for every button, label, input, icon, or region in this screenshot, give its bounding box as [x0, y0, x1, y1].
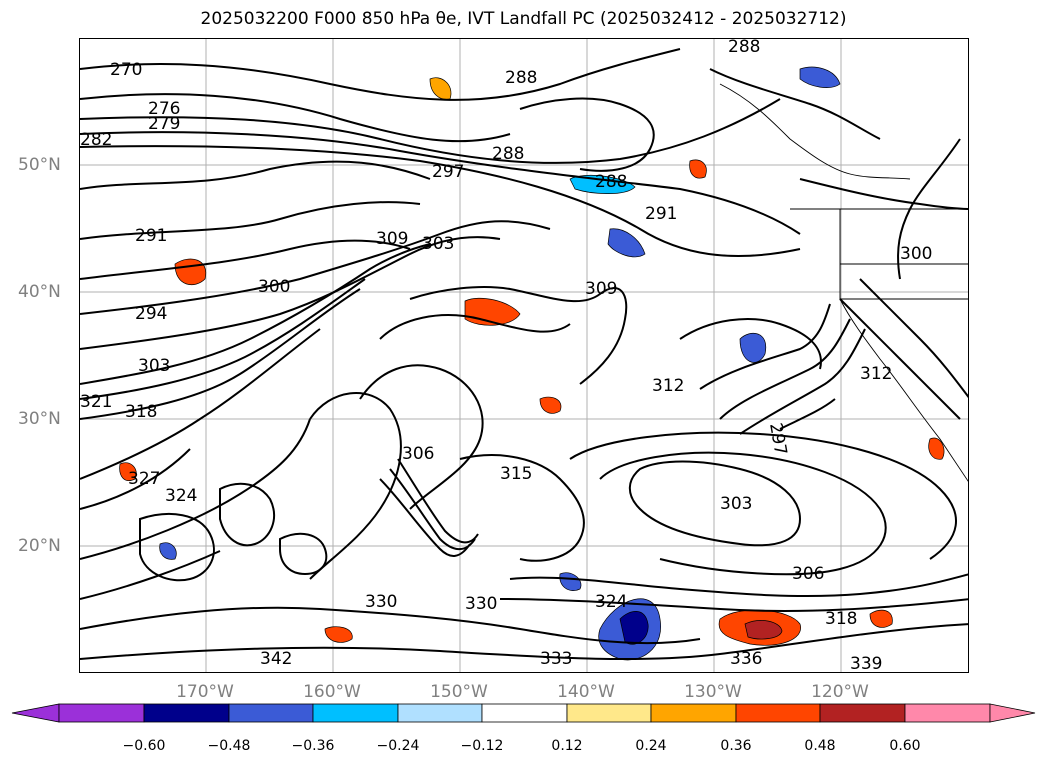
contour-label: 324 — [595, 592, 627, 612]
lon-label-170w: 170°W — [176, 682, 234, 702]
contour-label: 315 — [500, 464, 532, 484]
contour-label: 288 — [595, 172, 627, 192]
colorbar-extend-low — [11, 703, 60, 723]
map-panel: 270 276 279 282 288 288 288 288 291 291 … — [79, 38, 969, 673]
colorbar-tick: 0.12 — [551, 738, 583, 754]
contour-label: 330 — [365, 592, 397, 612]
contour-label: 288 — [492, 144, 524, 164]
colorbar-bin — [397, 703, 483, 723]
contour-label: 303 — [422, 234, 454, 254]
contour-label: 297 — [432, 162, 464, 182]
lon-label-140w: 140°W — [557, 682, 615, 702]
colorbar-tick: −0.24 — [376, 738, 420, 754]
contour-label: 336 — [730, 649, 762, 669]
contour-label-group: 270 276 279 282 288 288 288 288 291 291 … — [80, 39, 932, 673]
lat-label-20n: 20°N — [18, 536, 61, 556]
contour-label: 309 — [376, 229, 408, 249]
colorbar-tick: 0.36 — [720, 738, 752, 754]
coastline — [719, 83, 968, 482]
colorbar-bin — [143, 703, 230, 723]
theta-e-contours — [80, 48, 968, 661]
lon-label-120w: 120°W — [811, 682, 869, 702]
contour-label: 312 — [860, 364, 892, 384]
colorbar-tick: 0.24 — [635, 738, 667, 754]
lat-label-40n: 40°N — [18, 282, 61, 302]
contour-label: 321 — [80, 392, 112, 412]
colorbar-tick: 0.60 — [889, 738, 921, 754]
contour-label: 324 — [165, 486, 197, 506]
lat-label-50n: 50°N — [18, 155, 61, 175]
contour-label: 306 — [792, 564, 824, 584]
colorbar-bin — [735, 703, 821, 723]
colorbar-extend-high — [989, 703, 1036, 723]
contour-label: 300 — [900, 244, 932, 264]
colorbar-bin — [904, 703, 991, 723]
contour-label: 312 — [652, 376, 684, 396]
contour-label: 291 — [135, 226, 167, 246]
colorbar-bin — [819, 703, 906, 723]
colorbar-bin — [650, 703, 737, 723]
colorbar-bin — [58, 703, 145, 723]
contour-label: 300 — [258, 277, 290, 297]
contour-label: 309 — [585, 279, 617, 299]
lon-label-150w: 150°W — [430, 682, 488, 702]
contour-label: 303 — [138, 356, 170, 376]
contour-label: 288 — [728, 39, 760, 57]
contour-label: 270 — [110, 60, 142, 80]
contour-label: 327 — [128, 469, 160, 489]
contour-label: 288 — [505, 68, 537, 88]
colorbar-tick: −0.60 — [122, 738, 166, 754]
colorbar-bin — [566, 703, 652, 723]
contour-label: 339 — [850, 654, 882, 673]
contour-label: 318 — [825, 609, 857, 629]
contour-label: 303 — [720, 494, 752, 514]
colorbar-bin — [312, 703, 399, 723]
map-canvas: 270 276 279 282 288 288 288 288 291 291 … — [80, 39, 968, 673]
map-title: 2025032200 F000 850 hPa θe, IVT Landfall… — [200, 9, 847, 29]
colorbar — [11, 703, 1036, 723]
contour-label: 279 — [148, 114, 180, 134]
contour-label: 291 — [645, 204, 677, 224]
contour-label: 330 — [465, 594, 497, 614]
lat-label-30n: 30°N — [18, 409, 61, 429]
colorbar-bin — [481, 703, 568, 723]
contour-label: 297 — [765, 421, 790, 456]
colorbar-tick: 0.48 — [804, 738, 836, 754]
colorbar-bin — [228, 703, 314, 723]
contour-label: 294 — [135, 304, 167, 324]
colorbar-tick: −0.36 — [291, 738, 335, 754]
lon-label-160w: 160°W — [303, 682, 361, 702]
colorbar-tick: −0.12 — [460, 738, 504, 754]
contour-label: 282 — [80, 130, 112, 150]
colorbar-tick: −0.48 — [207, 738, 251, 754]
contour-label: 318 — [125, 402, 157, 422]
contour-label: 333 — [540, 649, 572, 669]
contour-label: 306 — [402, 444, 434, 464]
contour-label: 342 — [260, 649, 292, 669]
lon-label-130w: 130°W — [684, 682, 742, 702]
contour-label: 276 — [148, 99, 180, 119]
